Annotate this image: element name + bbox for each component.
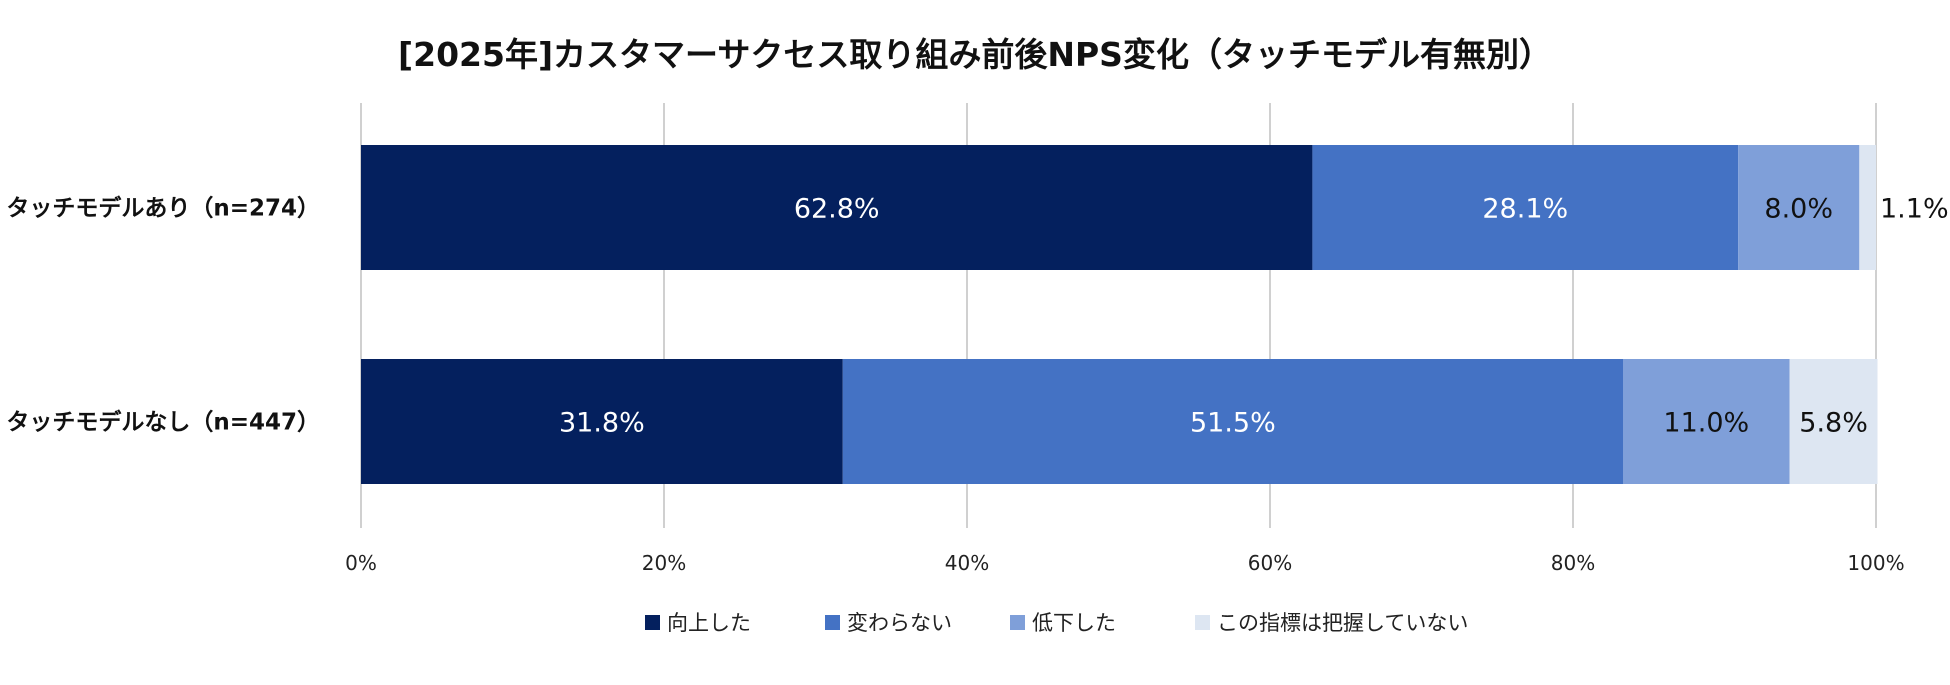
legend-swatch-1 [825, 615, 840, 630]
data-label-0-0: 62.8% [794, 194, 880, 225]
x-axis-tick-labels: 0% 20% 40% 60% 80% 100% [345, 551, 1904, 575]
category-label-0: タッチモデルあり（n=274） [6, 195, 320, 222]
legend-label-3: この指標は把握していない [1217, 611, 1468, 635]
legend-label-0: 向上した [667, 611, 751, 635]
x-tick-label-100: 100% [1847, 551, 1904, 575]
category-labels: タッチモデルあり（n=274） タッチモデルなし（n=447） [6, 195, 320, 436]
bar-segment-2-1 [1622, 359, 1790, 484]
legend: 向上した 変わらない 低下した この指標は把握していない [645, 611, 1468, 635]
legend-swatch-2 [1010, 615, 1025, 630]
data-label-3-0: 1.1% [1880, 194, 1949, 225]
bar-segment-1-1 [842, 359, 1623, 484]
bar-segment-3-0 [1859, 145, 1876, 270]
x-tick-label-0: 0% [345, 551, 377, 575]
data-label-0-1: 31.8% [559, 408, 645, 439]
legend-swatch-0 [645, 615, 660, 630]
chart-title: [2025年]カスタマーサクセス取り組み前後NPS変化（タッチモデル有無別） [398, 35, 1552, 74]
bar-segment-1-0 [1312, 145, 1739, 270]
x-tick-label-20: 20% [642, 551, 686, 575]
bar-segment-0-0 [361, 145, 1313, 270]
x-tick-label-60: 60% [1248, 551, 1292, 575]
bars [361, 145, 1878, 484]
x-tick-label-40: 40% [945, 551, 989, 575]
legend-label-2: 低下した [1032, 611, 1116, 635]
legend-label-1: 変わらない [847, 611, 952, 635]
data-labels: 62.8% 28.1% 8.0% 1.1% 31.8% 51.5% 11.0% 5.8% [559, 194, 1949, 439]
legend-swatch-3 [1195, 615, 1210, 630]
data-label-1-1: 51.5% [1190, 408, 1276, 439]
x-tick-label-80: 80% [1551, 551, 1595, 575]
data-label-2-0: 8.0% [1764, 194, 1833, 225]
bar-segment-0-1 [361, 359, 843, 484]
data-label-2-1: 11.0% [1663, 408, 1749, 439]
bar-segment-2-0 [1738, 145, 1860, 270]
data-label-1-0: 28.1% [1482, 194, 1568, 225]
bar-segment-3-1 [1789, 359, 1878, 484]
category-label-1: タッチモデルなし（n=447） [6, 409, 320, 436]
data-label-3-1: 5.8% [1799, 408, 1868, 439]
